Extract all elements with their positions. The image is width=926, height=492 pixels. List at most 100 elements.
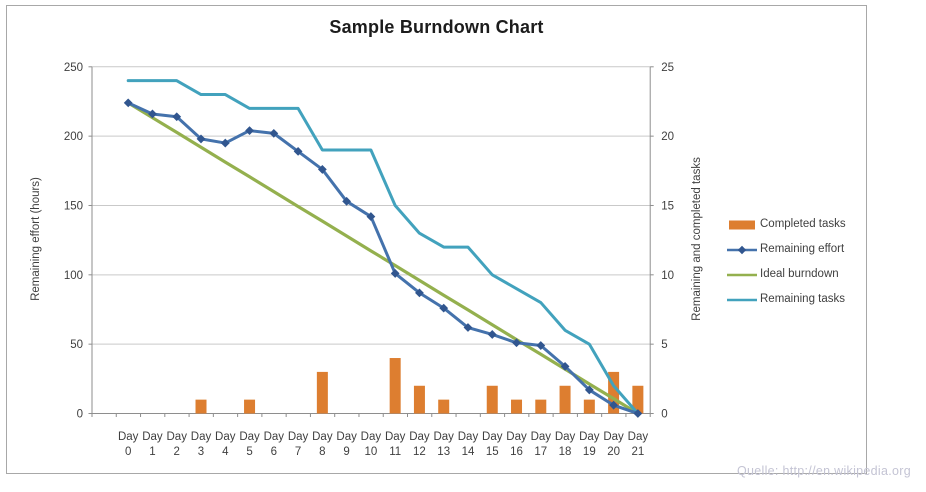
x-axis-label-number: 6 — [271, 446, 277, 458]
x-axis-label-number: 9 — [343, 446, 349, 458]
x-axis-label-number: 4 — [222, 446, 229, 458]
left-axis-tick-label: 50 — [70, 339, 83, 351]
x-axis-label-word: Day — [312, 431, 333, 443]
x-axis-label-number: 20 — [607, 446, 620, 458]
x-axis-label-number: 18 — [559, 446, 572, 458]
bar-completed-tasks — [244, 399, 256, 414]
x-axis-label-word: Day — [167, 431, 188, 443]
bar-completed-tasks — [316, 371, 328, 414]
x-axis-label-number: 1 — [149, 446, 155, 458]
x-axis-label-word: Day — [603, 431, 624, 443]
x-axis-label-word: Day — [433, 431, 454, 443]
x-axis-label-word: Day — [239, 431, 260, 443]
x-axis-label-word: Day — [288, 431, 309, 443]
x-axis-label-number: 8 — [319, 446, 325, 458]
diamond-marker — [512, 338, 521, 348]
bar-completed-tasks — [535, 399, 547, 414]
bar-completed-tasks — [511, 399, 523, 414]
legend-label: Remaining tasks — [760, 292, 846, 305]
source-attribution: Quelle: http://en.wikipedia.org — [737, 464, 911, 478]
right-axis-tick-label: 15 — [661, 200, 674, 212]
x-axis-label-word: Day — [531, 431, 552, 443]
x-axis-label-number: 16 — [510, 446, 523, 458]
bar-completed-tasks — [389, 358, 401, 414]
chart-frame — [6, 5, 867, 474]
diamond-marker — [560, 361, 570, 371]
bar-completed-tasks — [438, 399, 450, 414]
diamond-marker — [390, 269, 400, 278]
line-diamond-swatch-icon — [727, 243, 757, 255]
x-axis-label-word: Day — [458, 431, 479, 443]
legend-label: Completed tasks — [760, 217, 846, 230]
bar-completed-tasks — [413, 385, 425, 414]
x-axis-label-number: 3 — [198, 446, 204, 458]
x-axis-label-word: Day — [555, 431, 576, 443]
x-axis-label-word: Day — [506, 431, 527, 443]
x-axis-label-number: 5 — [246, 446, 252, 458]
x-axis-label-word: Day — [361, 431, 382, 443]
right-axis-tick-label: 20 — [661, 131, 674, 143]
left-axis-tick-label: 150 — [64, 200, 83, 212]
diamond-marker — [536, 341, 546, 350]
diamond-marker — [487, 330, 497, 339]
x-axis-label-number: 19 — [583, 446, 596, 458]
x-axis-label-word: Day — [264, 431, 285, 443]
diamond-marker — [633, 409, 643, 418]
diamond-marker — [148, 109, 157, 119]
x-axis-label-word: Day — [142, 431, 163, 443]
diamond-marker — [269, 128, 279, 138]
right-axis-tick-label: 0 — [661, 409, 667, 421]
diamond-marker — [439, 303, 449, 313]
diamond-marker — [196, 134, 206, 144]
x-axis-label-word: Day — [191, 431, 212, 443]
bar-swatch-icon — [727, 218, 757, 230]
diamond-marker — [293, 146, 303, 156]
x-axis-label-number: 15 — [486, 446, 499, 458]
bar-completed-tasks — [195, 399, 207, 414]
diamond-marker — [123, 98, 133, 108]
diamond-marker — [317, 165, 327, 174]
x-axis-label-word: Day — [579, 431, 600, 443]
legend-item-remaining-tasks: Remaining tasks — [727, 286, 846, 311]
diamond-marker — [584, 385, 594, 395]
x-axis-label-number: 13 — [437, 446, 450, 458]
remaining-tasks-line — [126, 79, 640, 415]
x-axis-label-number: 2 — [174, 446, 180, 458]
remaining-effort-line — [127, 101, 639, 415]
line-swatch-icon — [727, 268, 757, 280]
ideal-burndown-line — [127, 101, 639, 415]
x-axis-label-word: Day — [118, 431, 139, 443]
right-axis-tick-label: 5 — [661, 339, 667, 351]
diamond-marker — [245, 126, 254, 135]
left-axis-tick-label: 250 — [64, 62, 83, 74]
x-axis-label-number: 11 — [389, 446, 401, 458]
x-axis-label-word: Day — [215, 431, 236, 443]
left-axis-tick-label: 100 — [64, 270, 83, 282]
line-swatch-icon — [727, 293, 757, 305]
legend-label: Ideal burndown — [760, 267, 839, 280]
diamond-marker — [220, 138, 230, 148]
right-axis-tick-label: 25 — [661, 62, 674, 74]
bar-completed-tasks — [632, 385, 644, 414]
legend-item-completed-tasks: Completed tasks — [727, 211, 846, 236]
left-axis-tick-label: 200 — [64, 131, 83, 143]
diamond-marker — [463, 323, 473, 332]
right-axis-tick-label: 10 — [661, 270, 674, 282]
x-axis-label-number: 12 — [413, 446, 426, 458]
x-axis-label-number: 21 — [631, 446, 644, 458]
chart-title: Sample Burndown Chart — [329, 17, 544, 37]
legend-item-ideal-burndown: Ideal burndown — [727, 261, 846, 286]
legend: Completed tasks Remaining effort Ideal b… — [727, 211, 846, 311]
bar-completed-tasks — [559, 385, 571, 414]
x-axis-label-word: Day — [628, 431, 649, 443]
x-axis-label-number: 14 — [462, 446, 475, 458]
x-axis-label-number: 10 — [365, 446, 378, 458]
left-axis-tick-label: 0 — [77, 409, 83, 421]
x-axis-label-word: Day — [336, 431, 357, 443]
diamond-marker — [415, 288, 424, 298]
x-axis-label-number: 7 — [295, 446, 301, 458]
legend-label: Remaining effort — [760, 242, 845, 255]
diamond-marker — [609, 400, 618, 410]
diamond-marker — [172, 112, 182, 122]
